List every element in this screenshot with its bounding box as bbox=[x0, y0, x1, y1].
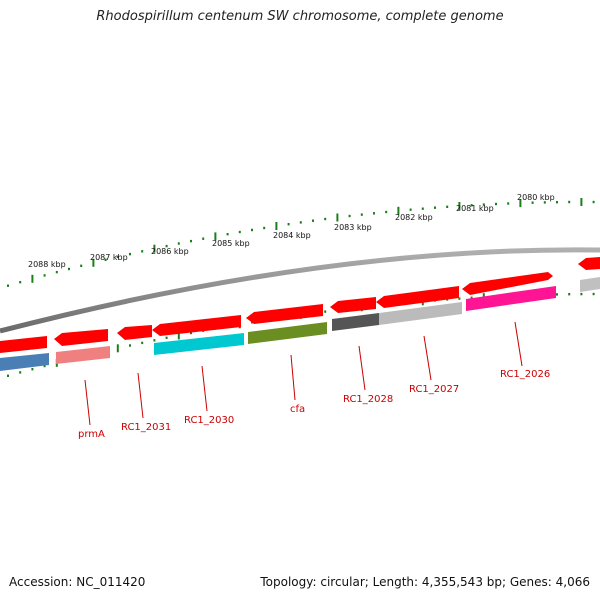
scale-labels: 2088 kbp 2087 kbp 2086 kbp 2085 kbp 2084… bbox=[28, 193, 555, 269]
gene-arrow-plus[interactable] bbox=[117, 325, 152, 340]
scale-label: 2080 kbp bbox=[517, 193, 555, 202]
scale-label: 2083 kbp bbox=[334, 223, 372, 232]
scale-label: 2082 kbp bbox=[395, 213, 433, 222]
gene-arrow-plus[interactable] bbox=[330, 297, 376, 313]
gene-arrow-plus[interactable] bbox=[152, 315, 241, 336]
gene-block-cfa[interactable] bbox=[248, 322, 327, 344]
outer-scale-ticks bbox=[7, 198, 595, 287]
scale-label: 2086 kbp bbox=[151, 247, 189, 256]
chromosome-backbone bbox=[0, 247, 600, 334]
gene-labels: prmA RC1_2031 RC1_2030 cfa RC1_2028 RC1_… bbox=[78, 369, 550, 440]
gene-arrow-plus[interactable] bbox=[54, 329, 108, 346]
gene-block-grey-edge[interactable] bbox=[580, 277, 600, 292]
scale-label: 2085 kbp bbox=[212, 239, 250, 248]
gene-block-RC1_2030[interactable] bbox=[154, 333, 244, 355]
gene-label: cfa bbox=[290, 404, 305, 415]
gene-arrow-plus[interactable] bbox=[462, 272, 553, 295]
minus-strand-genes bbox=[0, 277, 600, 371]
gene-block-RC1_2026[interactable] bbox=[466, 286, 556, 311]
map-title: Rhodospirillum centenum SW chromosome, c… bbox=[96, 9, 504, 24]
gene-block-prmA[interactable] bbox=[56, 346, 110, 364]
gene-block-RC1_2027[interactable] bbox=[379, 302, 462, 325]
gene-arrow-plus[interactable] bbox=[246, 304, 323, 324]
scale-label: 2087 kbp bbox=[90, 253, 128, 262]
gene-arrow-plus[interactable] bbox=[376, 286, 459, 308]
gene-arrow-plus[interactable] bbox=[578, 257, 600, 270]
scale-label: 2084 kbp bbox=[273, 231, 311, 240]
gene-block-RC1_2028[interactable] bbox=[332, 313, 379, 331]
scale-label: 2081 kbp bbox=[456, 204, 494, 213]
gene-label: RC1_2031 bbox=[121, 422, 171, 433]
gene-label: RC1_2027 bbox=[409, 384, 459, 395]
accession-text: Accession: NC_011420 bbox=[9, 575, 146, 589]
plus-strand-genes bbox=[0, 257, 600, 353]
gene-arrow-plus[interactable] bbox=[0, 336, 47, 353]
gene-label: RC1_2026 bbox=[500, 369, 550, 380]
gene-label: RC1_2030 bbox=[184, 415, 234, 426]
topology-text: Topology: circular; Length: 4,355,543 bp… bbox=[260, 575, 590, 589]
gene-block-blue[interactable] bbox=[0, 353, 49, 371]
gene-leader-lines bbox=[84, 321, 523, 426]
gene-label: prmA bbox=[78, 429, 105, 440]
scale-label: 2088 kbp bbox=[28, 260, 66, 269]
gene-label: RC1_2028 bbox=[343, 394, 393, 405]
